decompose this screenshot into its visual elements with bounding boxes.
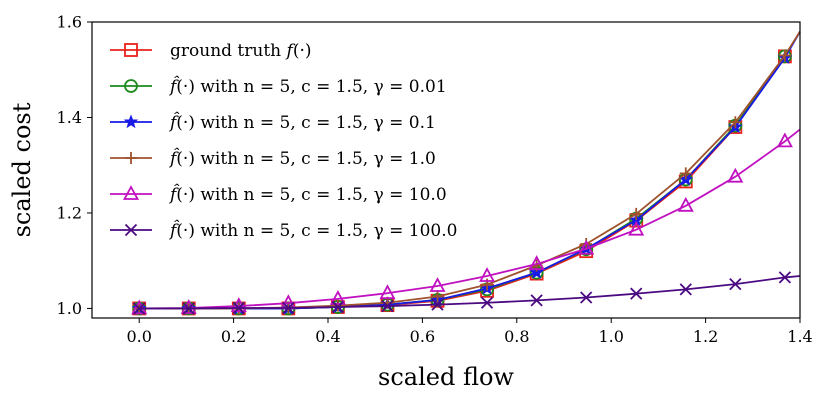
data-point (530, 294, 543, 307)
legend-item: f̂(·) with n = 5, c = 1.5, γ = 100.0 (110, 220, 457, 241)
legend-label: f̂(·) with n = 5, c = 1.5, γ = 1.0 (168, 148, 436, 169)
data-point (331, 300, 345, 314)
legend-label-text: (·) with n = 5, c = 1.5, γ = 1.0 (176, 149, 436, 169)
y-tick-label: 1.4 (57, 108, 82, 127)
y-axis-label: scaled cost (8, 102, 36, 237)
legend-label: f̂(·) with n = 5, c = 1.5, γ = 0.01 (168, 76, 447, 97)
legend-marker (123, 114, 139, 129)
series-line (139, 31, 801, 310)
legend-label-symbol: f̂ (168, 220, 180, 241)
data-point (529, 265, 544, 279)
legend-item: f̂(·) with n = 5, c = 1.5, γ = 1.0 (110, 148, 436, 169)
series-line (139, 31, 801, 310)
series-3 (131, 31, 801, 315)
data-point (381, 299, 394, 313)
legend-label-text: (·) with n = 5, c = 1.5, γ = 0.01 (176, 77, 446, 97)
series-line (139, 31, 801, 310)
data-point (480, 296, 494, 309)
legend-marker (125, 152, 137, 164)
data-point (479, 267, 496, 282)
data-point (133, 302, 146, 315)
data-point (329, 290, 346, 305)
legend-item: f̂(·) with n = 5, c = 1.5, γ = 0.1 (110, 112, 436, 133)
x-tick-label: 0.4 (315, 327, 340, 346)
legend-label-symbol: f̂ (168, 148, 180, 169)
x-tick-label: 0.6 (410, 327, 435, 346)
series-4 (133, 31, 801, 315)
data-point (778, 49, 791, 62)
series-1 (132, 31, 801, 316)
legend-item: f̂(·) with n = 5, c = 1.5, γ = 10.0 (110, 184, 447, 205)
data-point (429, 277, 446, 292)
data-point (282, 301, 295, 315)
y-tick-label: 1.2 (57, 203, 82, 222)
data-point (379, 284, 396, 300)
data-point (580, 291, 593, 304)
data-point (727, 167, 744, 183)
x-tick-label: 0.2 (221, 327, 246, 346)
data-point (331, 299, 344, 312)
series-group (131, 31, 801, 316)
data-point (729, 116, 742, 129)
series-5 (131, 128, 801, 315)
x-axis-label: scaled flow (378, 363, 514, 391)
data-point (182, 302, 195, 315)
legend-label-text: (·) with n = 5, c = 1.5, γ = 10.0 (176, 185, 446, 205)
legend-label-text: (·) with n = 5, c = 1.5, γ = 100.0 (176, 221, 457, 241)
data-point (578, 239, 595, 255)
series-line (139, 31, 801, 310)
legend-label-symbol: f̂ (168, 112, 180, 133)
legend-label-symbol: f̂ (168, 76, 180, 97)
legend-label-symbol: f (285, 41, 296, 61)
axes: 0.0 0.2 0.4 0.6 0.8 1.0 1.2 1.4 1.0 1.2 1.4 1.6 (57, 13, 813, 347)
x-tick-label: 0.0 (126, 327, 151, 346)
data-point (131, 299, 148, 315)
data-point (528, 255, 545, 270)
data-point (677, 196, 694, 212)
legend-label-symbol: f̂ (168, 184, 180, 205)
legend-item: f̂(·) with n = 5, c = 1.5, γ = 0.01 (110, 76, 447, 97)
legend-item: ground truth f(·) (110, 41, 312, 61)
legend-marker (124, 79, 138, 93)
data-point (232, 301, 245, 315)
series-2 (132, 31, 801, 316)
y-tick-label: 1.6 (57, 13, 82, 32)
data-point (431, 298, 444, 311)
legend-label: f̂(·) with n = 5, c = 1.5, γ = 100.0 (168, 220, 457, 241)
data-point (776, 132, 793, 148)
legend-label: ground truth f(·) (170, 41, 312, 61)
series-line (139, 128, 801, 310)
legend-marker (124, 43, 138, 57)
legend-label-text: (·) (293, 41, 312, 61)
legend-marker (124, 223, 138, 237)
data-point (729, 277, 742, 291)
legend-marker (122, 185, 140, 200)
legend-label: f̂(·) with n = 5, c = 1.5, γ = 10.0 (168, 184, 447, 205)
data-point (180, 299, 197, 314)
y-tick-label: 1.0 (57, 299, 82, 318)
x-tick-label: 1.4 (787, 327, 812, 346)
x-tick-label: 1.0 (598, 327, 623, 346)
legend: ground truth f(·)f̂(·) with n = 5, c = 1… (110, 41, 457, 241)
legend-label: f̂(·) with n = 5, c = 1.5, γ = 0.1 (168, 112, 436, 133)
data-point (778, 271, 792, 284)
data-point (679, 283, 692, 296)
x-tick-label: 1.2 (693, 327, 718, 346)
series-6 (133, 271, 801, 315)
data-point (630, 287, 643, 300)
data-point (679, 167, 692, 180)
data-point (628, 220, 645, 236)
data-point (431, 290, 444, 303)
x-tick-label: 0.8 (504, 327, 529, 346)
plot-frame (91, 21, 801, 319)
data-point (630, 207, 643, 220)
legend-label-text: (·) with n = 5, c = 1.5, γ = 0.1 (176, 113, 436, 133)
legend-label-text: ground truth (170, 41, 287, 61)
